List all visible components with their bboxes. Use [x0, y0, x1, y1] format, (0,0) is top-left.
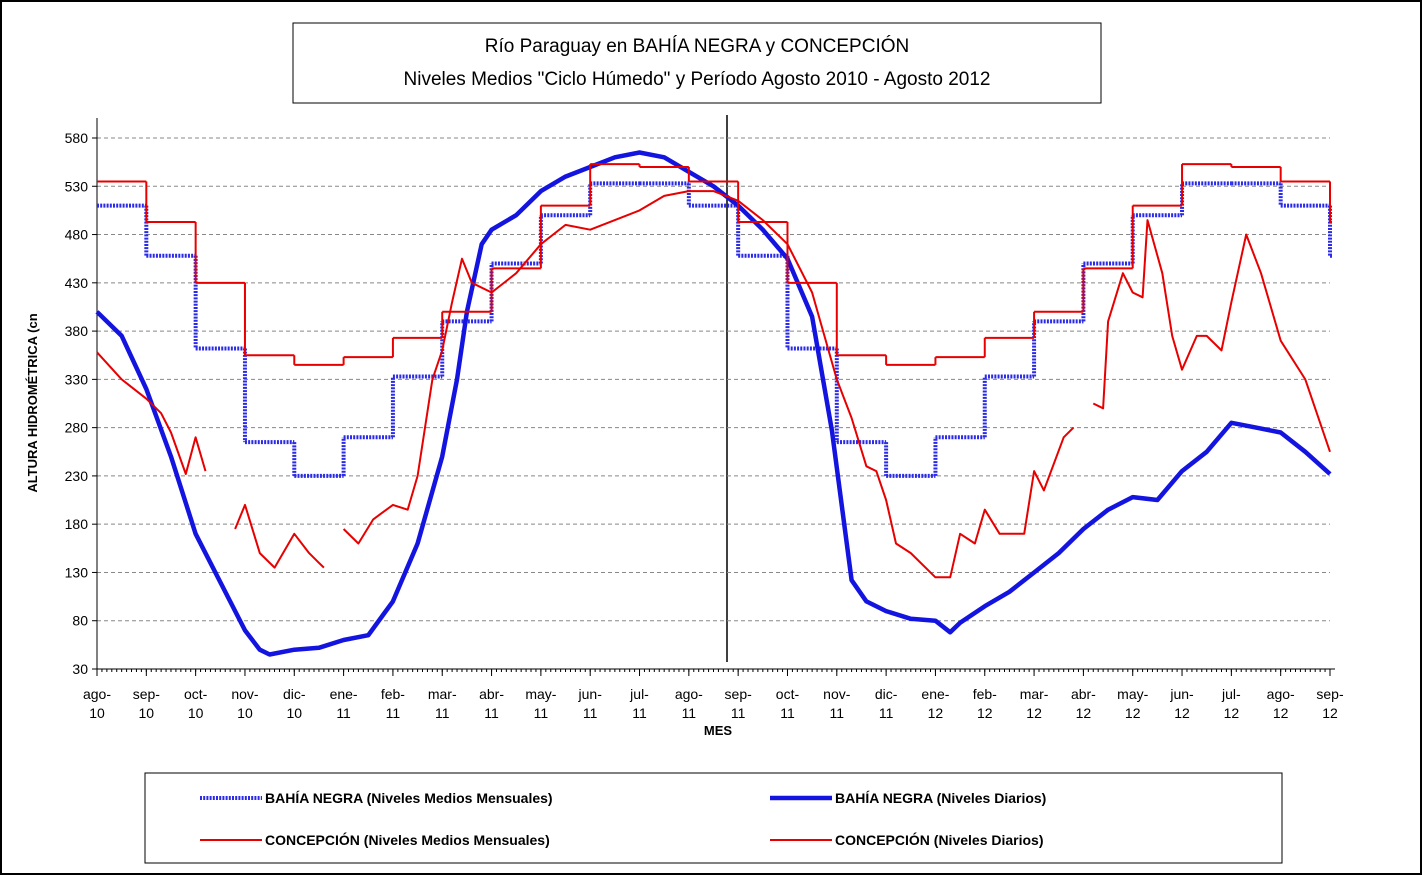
x-tick-label: dic-10: [283, 686, 306, 721]
x-tick-label: oct-11: [776, 686, 800, 721]
x-tick-label: feb-12: [973, 686, 997, 721]
chart-subtitle: Niveles Medios "Ciclo Húmedo" y Período …: [404, 69, 991, 90]
x-tick-label: oct-10: [184, 686, 208, 721]
y-tick-label: 30: [72, 661, 88, 677]
x-tick-label: abr-12: [1071, 686, 1096, 721]
x-tick-label: abr-11: [479, 686, 504, 721]
x-tick-label: nov-10: [231, 686, 259, 721]
x-tick-label: feb-11: [381, 686, 405, 721]
x-tick-label: sep-12: [1316, 686, 1344, 721]
y-tick-label: 530: [65, 178, 89, 194]
legend-label: BAHÍA NEGRA (Niveles Medios Mensuales): [265, 790, 553, 806]
x-tick-label: sep-10: [133, 686, 161, 721]
x-tick-label: may-12: [1117, 686, 1148, 721]
x-tick-label: ago-12: [1267, 686, 1295, 721]
x-tick-label: jul-11: [629, 686, 649, 721]
x-tick-label: ago-10: [83, 686, 111, 721]
x-tick-label: nov-11: [823, 686, 851, 721]
x-tick-label: ene-12: [921, 686, 949, 721]
x-tick-label: ene-11: [330, 686, 358, 721]
legend-label: BAHÍA NEGRA (Niveles Diarios): [835, 790, 1046, 806]
x-tick-label: may-11: [525, 686, 556, 721]
y-tick-label: 280: [65, 420, 89, 436]
y-tick-label: 80: [72, 613, 88, 629]
x-tick-label: mar-11: [428, 686, 457, 721]
daily-line: [95, 150, 1332, 657]
y-tick-label: 580: [65, 130, 89, 146]
x-axis-label: MES: [704, 723, 733, 738]
x-tick-label: ago-11: [675, 686, 703, 721]
x-tick-label: jul-12: [1221, 686, 1241, 721]
x-tick-label: sep-11: [725, 686, 753, 721]
legend-label: CONCEPCIÓN (Niveles Diarios): [835, 831, 1044, 848]
x-tick-label: jun-12: [1169, 686, 1194, 721]
x-tick-label: jun-11: [578, 686, 603, 721]
daily-line: [96, 190, 1331, 579]
legend-label: CONCEPCIÓN (Niveles Medios Mensuales): [265, 831, 550, 848]
x-tick-label: dic-11: [875, 686, 898, 721]
y-tick-label: 180: [65, 516, 89, 532]
chart-title: Río Paraguay en BAHÍA NEGRA y CONCEPCIÓN: [485, 35, 910, 57]
y-axis-label: ALTURA HIDROMÉTRICA (cn: [25, 313, 40, 492]
x-tick-label: mar-12: [1020, 686, 1049, 721]
y-tick-label: 430: [65, 275, 89, 291]
legend-box: [144, 772, 1283, 864]
y-tick-label: 130: [65, 564, 89, 580]
title-box: [292, 22, 1102, 104]
y-tick-label: 380: [65, 323, 89, 339]
y-tick-label: 480: [65, 227, 89, 243]
y-tick-label: 330: [65, 371, 89, 387]
y-tick-label: 230: [65, 468, 89, 484]
